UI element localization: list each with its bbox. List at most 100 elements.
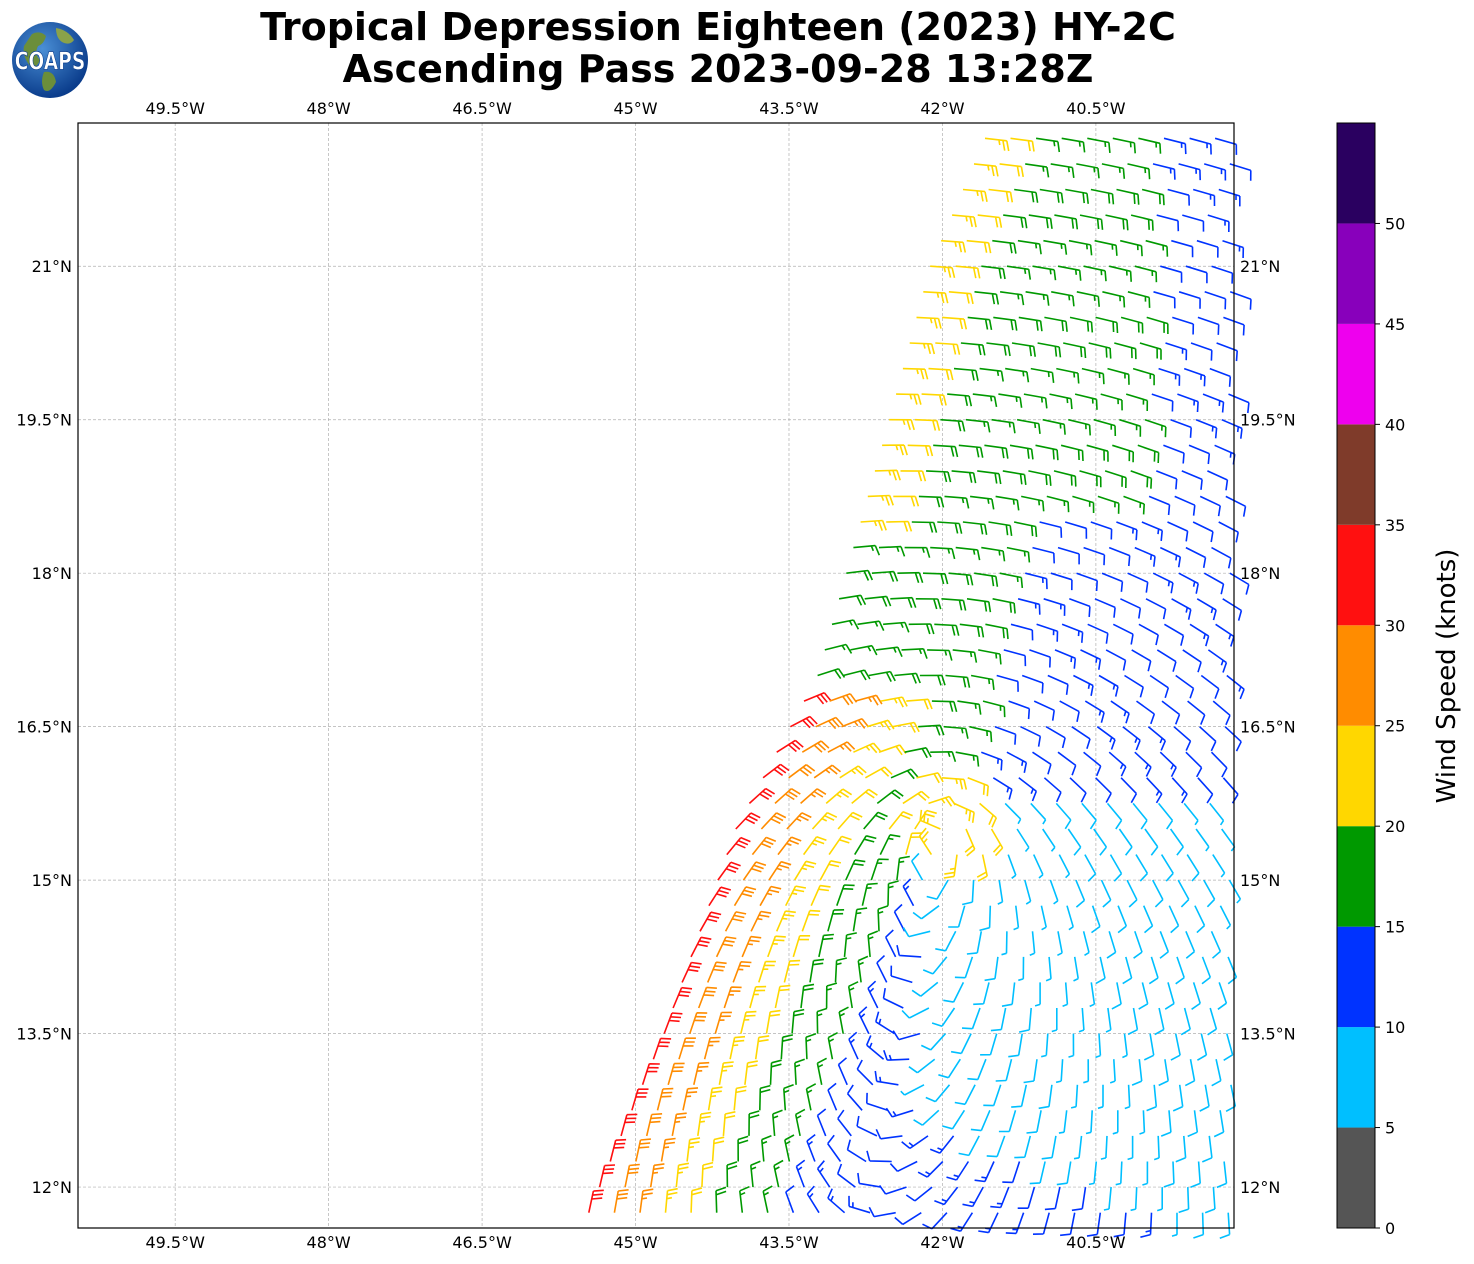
wind-barb	[1051, 1008, 1058, 1033]
wind-barb	[870, 858, 889, 881]
wind-barb-shape	[1106, 802, 1123, 830]
wind-barb	[1083, 1059, 1090, 1084]
wind-barb-shape	[955, 265, 981, 279]
wind-barb-shape	[1065, 188, 1089, 204]
lat-tick-label-right: 12°N	[1240, 1178, 1280, 1197]
wind-barb-shape	[922, 1212, 948, 1230]
wind-barb	[1214, 137, 1238, 155]
wind-barb-shape	[784, 885, 807, 907]
wind-barb-shape	[1187, 700, 1206, 725]
wind-barb-shape	[1054, 214, 1079, 230]
wind-barb-shape	[671, 1112, 687, 1137]
wind-barb-shape	[890, 596, 917, 608]
wind-barb-shape	[1102, 291, 1126, 308]
wind-barb-shape	[1043, 239, 1068, 255]
wind-barb-shape	[786, 812, 812, 830]
wind-barb-shape	[1036, 623, 1059, 642]
wind-barb	[1185, 751, 1203, 778]
wind-barb-shape	[800, 788, 827, 804]
wind-barb-shape	[890, 965, 913, 984]
wind-barb-shape	[1218, 188, 1241, 207]
wind-barb	[863, 811, 888, 830]
wind-barb	[1049, 393, 1073, 410]
wind-barb-shape	[937, 521, 963, 534]
wind-barb-shape	[1134, 546, 1156, 567]
wind-barb-shape	[1167, 188, 1190, 206]
lat-tick-label-right: 18°N	[1240, 564, 1280, 583]
wind-barb-shape	[911, 521, 938, 533]
wind-barb-shape	[890, 768, 919, 780]
lon-tick-label-bottom: 46.5°W	[452, 1233, 512, 1252]
wind-barb	[775, 910, 796, 932]
wind-barb	[1084, 854, 1097, 882]
wind-barb-shape	[724, 911, 747, 932]
wind-barb	[1088, 342, 1112, 359]
wind-barb	[1073, 1135, 1083, 1160]
wind-barb-shape	[1002, 470, 1027, 486]
lon-tick-label-top: 42°W	[920, 99, 964, 118]
wind-barb	[1081, 802, 1097, 830]
wind-barb-shape	[1055, 1059, 1064, 1084]
colorbar-bin	[1337, 1027, 1375, 1128]
wind-barb	[1058, 854, 1071, 879]
wind-barb	[1043, 777, 1062, 803]
wind-barb	[1002, 470, 1027, 486]
wind-barb	[624, 1163, 640, 1188]
wind-barb-shape	[929, 1135, 955, 1154]
wind-barb-shape	[1136, 700, 1156, 725]
wind-barb	[1159, 546, 1182, 568]
wind-barb-shape	[819, 860, 842, 881]
wind-barb	[1110, 700, 1130, 724]
wind-barb-shape	[776, 739, 804, 753]
wind-barb	[1091, 905, 1101, 934]
wind-barb-shape	[868, 670, 896, 682]
wind-barb	[758, 960, 776, 983]
wind-barb	[945, 674, 971, 688]
wind-barb-shape	[999, 572, 1024, 588]
wind-barb-shape	[962, 188, 988, 202]
wind-barb-shape	[1095, 956, 1106, 985]
wind-barb-shape	[773, 1159, 784, 1188]
wind-barb	[724, 911, 747, 932]
wind-barb	[806, 1133, 816, 1162]
wind-barb-shape	[837, 1109, 852, 1137]
wind-barb-shape	[765, 1009, 781, 1034]
wind-barb-shape	[871, 570, 899, 582]
wind-barb	[1178, 163, 1201, 181]
wind-barb	[708, 886, 732, 907]
wind-barb	[1183, 367, 1206, 387]
wind-barb	[1127, 163, 1151, 180]
wind-barb	[1138, 137, 1162, 154]
wind-barb	[816, 1057, 827, 1085]
wind-barb	[928, 795, 956, 807]
wind-barb-shape	[902, 367, 929, 380]
wind-barb	[723, 986, 742, 1009]
wind-barb-shape	[1018, 316, 1043, 332]
wind-barb	[1083, 546, 1106, 566]
wind-barb-shape	[1193, 1212, 1205, 1239]
wind-barb	[922, 956, 948, 975]
wind-barb-shape	[609, 1138, 627, 1162]
wind-barb	[1196, 1033, 1208, 1061]
colorbar-tick-label: 30	[1385, 616, 1405, 635]
wind-barb-shape	[1216, 1161, 1228, 1189]
wind-barb-shape	[972, 393, 998, 408]
wind-barb-shape	[1005, 367, 1030, 383]
wind-barb	[955, 546, 981, 561]
wind-barb	[1041, 1135, 1057, 1160]
wind-barb-shape	[1005, 1212, 1025, 1235]
wind-barb-shape	[846, 1084, 863, 1111]
wind-barb	[1196, 239, 1219, 258]
wind-barb-shape	[836, 1163, 856, 1188]
wind-barb	[1112, 137, 1136, 154]
wind-barb-shape	[1039, 521, 1063, 538]
wind-barb	[962, 188, 988, 202]
wind-barb-shape	[902, 927, 931, 938]
wind-barb	[902, 878, 915, 907]
wind-barb-shape	[940, 418, 966, 432]
colorbar-tick-label: 10	[1385, 1018, 1405, 1037]
wind-barb	[1081, 367, 1105, 385]
wind-barb	[896, 855, 910, 881]
wind-barb	[1003, 214, 1028, 229]
wind-barb	[801, 740, 830, 753]
